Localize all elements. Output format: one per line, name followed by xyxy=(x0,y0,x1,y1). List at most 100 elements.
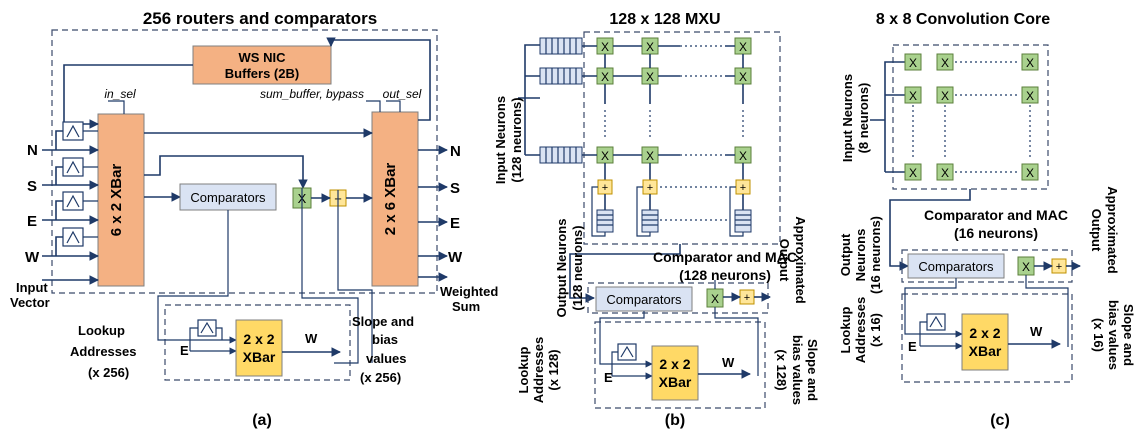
svg-text:W: W xyxy=(722,355,735,370)
lookup-boundary-b xyxy=(594,321,766,409)
approx-c-1: Approximated xyxy=(1105,186,1120,273)
svg-text:X: X xyxy=(941,89,949,103)
panel-b: 128 x 128 MXU X X X X X X X X X xyxy=(493,11,820,429)
svg-text:W: W xyxy=(1030,324,1043,339)
conv-boundary xyxy=(892,44,1049,190)
svg-text:X: X xyxy=(941,56,949,70)
comparators-a-label: Comparators xyxy=(190,190,266,205)
input-feed-b xyxy=(518,44,540,156)
approx-b-1: Approximated xyxy=(793,216,808,303)
comparators-a xyxy=(179,183,277,211)
svg-text:E: E xyxy=(908,339,917,354)
svg-text:+: + xyxy=(647,182,653,194)
slope-label-2-a: bias xyxy=(372,332,398,347)
input-feed-c xyxy=(870,61,905,173)
caption-b: (b) xyxy=(665,412,685,429)
slope-label-1-a: Slope and xyxy=(352,314,414,329)
lookup-label-2-a: Addresses xyxy=(70,344,136,359)
slope-b-1: Slope and xyxy=(805,339,820,401)
out-sel-label: out_sel xyxy=(383,87,422,101)
output-neurons-b-1: Output Neurons xyxy=(554,219,569,318)
out-port-w: W xyxy=(448,249,463,266)
out-port-e: E xyxy=(450,215,460,232)
xbar-2x2-a-l2: XBar xyxy=(243,349,276,365)
svg-text:2 x 2: 2 x 2 xyxy=(969,325,1000,341)
caption-c: (c) xyxy=(990,412,1010,429)
slope-c-2: bias values xyxy=(1106,300,1121,370)
svg-text:X: X xyxy=(739,70,747,84)
approx-b-2: Output xyxy=(777,239,792,282)
lookup-c-2: Addresses xyxy=(853,297,868,363)
svg-text:X: X xyxy=(646,70,654,84)
ws-nic-buffers xyxy=(192,45,332,85)
xbar-2x2-c xyxy=(961,313,1009,371)
slope-c-3: (x 16) xyxy=(1091,318,1106,352)
xbar-2x6 xyxy=(371,111,419,287)
svg-text:X: X xyxy=(909,56,917,70)
comparators-c-label: Comparators xyxy=(918,259,994,274)
comp-mac-b-2: (128 neurons) xyxy=(679,267,771,283)
mult-input-wire xyxy=(144,155,308,189)
input-neurons-b-2: (128 neurons) xyxy=(509,97,524,182)
input-registers xyxy=(62,121,84,247)
weighted-sum-1: Weighted xyxy=(440,284,498,299)
svg-text:X: X xyxy=(941,166,949,180)
input-vector-2: Vector xyxy=(10,295,50,310)
in-port-e: E xyxy=(27,213,37,230)
xbar-2x6-label: 2 x 6 XBar xyxy=(382,163,399,236)
lookup-c-3: (x 16) xyxy=(868,313,883,347)
output-neurons-c-2: Neurons xyxy=(853,229,868,282)
sum-buffer-line xyxy=(366,100,381,112)
slope-wire-1-a xyxy=(301,188,359,364)
svg-text:XBar: XBar xyxy=(659,374,692,390)
input-neurons-b-1: Input Neurons xyxy=(493,96,508,184)
comparators-b xyxy=(595,286,693,312)
comp-mac-c-2: (16 neurons) xyxy=(954,225,1038,241)
router-boundary xyxy=(51,29,438,294)
slope-c-1: Slope and xyxy=(1121,304,1136,366)
lookup-b-1: Lookup xyxy=(516,346,531,393)
nic-in-wire xyxy=(326,37,431,121)
comp-mac-c-1: Comparator and MAC xyxy=(924,207,1068,223)
output-neurons-c-3: (16 neurons) xyxy=(868,216,883,294)
svg-text:X: X xyxy=(601,40,609,54)
svg-text:+: + xyxy=(1056,261,1062,273)
comparators-b-label: Comparators xyxy=(606,292,682,307)
in-port-w: W xyxy=(25,249,40,266)
nic-label-2: Buffers (2B) xyxy=(225,66,299,81)
lookup-c-1: Lookup xyxy=(838,306,853,353)
svg-text:X: X xyxy=(1022,260,1030,274)
svg-text:2 x 2: 2 x 2 xyxy=(659,356,690,372)
lookup-label-1-a: Lookup xyxy=(78,323,125,338)
svg-text:X: X xyxy=(646,149,654,163)
svg-text:X: X xyxy=(601,70,609,84)
out-sel-line xyxy=(386,100,401,112)
svg-text:X: X xyxy=(1026,56,1034,70)
panel-c: 8 x 8 Convolution Core X X X X X X X X X… xyxy=(838,11,1136,429)
comparators-c xyxy=(907,253,1005,279)
approx-c-2: Output xyxy=(1089,209,1104,252)
svg-text:+: + xyxy=(740,182,746,194)
slope-b-2: bias values xyxy=(790,335,805,405)
svg-text:X: X xyxy=(646,40,654,54)
svg-text:X: X xyxy=(711,292,719,306)
xbar-2x2-b xyxy=(651,345,699,401)
panel-c-title: 8 x 8 Convolution Core xyxy=(876,11,1050,28)
svg-text:X: X xyxy=(1026,166,1034,180)
mac-grid-c: X X X X X X X X X xyxy=(904,53,1039,181)
svg-text:E: E xyxy=(604,370,613,385)
output-neurons-b-2: (128 neurons) xyxy=(570,225,585,310)
out-port-s: S xyxy=(450,180,460,197)
fifos-b xyxy=(539,37,583,164)
svg-text:X: X xyxy=(909,166,917,180)
svg-text:+: + xyxy=(602,182,608,194)
svg-text:X: X xyxy=(601,149,609,163)
xbar-2x2-a xyxy=(235,319,283,377)
svg-text:X: X xyxy=(909,89,917,103)
lookup-addr-wire-a xyxy=(157,210,237,344)
lookup-boundary-a xyxy=(164,304,351,381)
slope-label-4-a: (x 256) xyxy=(360,370,401,385)
svg-text:X: X xyxy=(739,40,747,54)
svg-text:X: X xyxy=(739,149,747,163)
input-neurons-c-1: Input Neurons xyxy=(840,74,855,162)
